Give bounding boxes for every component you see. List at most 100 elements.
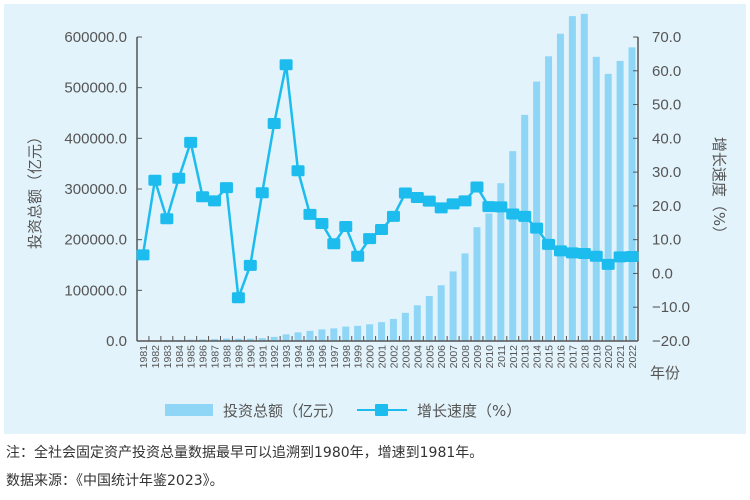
- investment-bar: [211, 339, 219, 341]
- investment-bar: [306, 330, 314, 341]
- investment-bar: [246, 338, 254, 341]
- investment-bar: [592, 56, 600, 341]
- investment-bar: [199, 339, 207, 341]
- left-axis-title: 投资总额（亿元）: [26, 129, 44, 249]
- investment-bar: [425, 296, 433, 341]
- growth-marker: [231, 292, 245, 304]
- growth-marker: [375, 224, 389, 236]
- investment-bar: [270, 336, 278, 341]
- investment-bar: [628, 47, 636, 342]
- legend-label-growth: 增长速度（%）: [417, 401, 522, 420]
- investment-bar: [604, 73, 612, 342]
- growth-marker: [279, 59, 293, 71]
- legend-label-investment: 投资总额（亿元）: [223, 401, 344, 420]
- growth-marker: [530, 222, 544, 234]
- x-tick-label: 2013: [520, 345, 532, 369]
- x-tick-label: 2014: [532, 345, 544, 369]
- investment-bar: [580, 13, 588, 341]
- investment-bar: [222, 338, 230, 341]
- investment-bar: [521, 114, 529, 341]
- x-tick-label: 2005: [424, 345, 436, 369]
- investment-bar: [354, 325, 362, 341]
- growth-marker: [446, 198, 460, 210]
- growth-marker: [434, 202, 448, 214]
- x-tick-label: 1992: [269, 345, 281, 369]
- growth-marker: [267, 117, 281, 129]
- x-tick-label: 1999: [353, 345, 365, 369]
- x-tick-label: 2007: [448, 345, 460, 369]
- x-tick-label: 1988: [221, 345, 233, 369]
- investment-bar: [497, 183, 505, 341]
- growth-marker: [172, 172, 186, 184]
- growth-marker: [339, 220, 353, 232]
- growth-marker: [506, 208, 520, 220]
- growth-marker: [315, 217, 329, 229]
- x-tick-label: 1989: [233, 345, 245, 369]
- investment-bar: [533, 81, 541, 342]
- investment-bar: [437, 285, 445, 341]
- investment-bar: [556, 33, 564, 342]
- x-tick-label: 1986: [198, 345, 210, 369]
- growth-marker: [482, 201, 496, 213]
- investment-bar: [318, 329, 326, 341]
- left-tick-label: 600000.0: [64, 29, 127, 46]
- x-tick-label: 1993: [281, 345, 293, 369]
- investment-bar: [473, 227, 481, 341]
- x-tick-label: 2018: [579, 345, 591, 369]
- x-tick-label: 1996: [317, 345, 329, 369]
- investment-bar: [616, 60, 624, 342]
- legend: 投资总额（亿元） 增长速度（%）: [165, 398, 521, 422]
- x-tick-label: 1997: [329, 345, 341, 369]
- growth-marker: [577, 248, 591, 260]
- growth-marker: [613, 251, 627, 263]
- investment-bar: [461, 253, 469, 341]
- investment-bar: [330, 328, 338, 341]
- growth-marker: [196, 191, 210, 203]
- investment-bar: [568, 16, 576, 341]
- investment-bar: [413, 305, 421, 341]
- growth-marker: [243, 259, 257, 271]
- growth-marker: [398, 187, 412, 199]
- x-tick-label: 2001: [377, 345, 389, 369]
- growth-marker: [351, 250, 365, 262]
- growth-marker: [255, 187, 269, 199]
- growth-marker: [470, 181, 484, 193]
- growth-marker: [625, 251, 639, 263]
- growth-marker: [303, 208, 317, 220]
- x-tick-label: 2022: [627, 345, 639, 369]
- growth-marker: [184, 136, 198, 148]
- x-tick-label: 1985: [186, 345, 198, 369]
- right-tick-label: 0.0: [652, 265, 673, 282]
- x-tick-label: 2020: [603, 345, 615, 369]
- line-marker-icon: [357, 404, 408, 416]
- x-tick-label: 2008: [460, 345, 472, 369]
- legend-item-investment: 投资总额（亿元）: [165, 400, 343, 421]
- right-tick-label: −10.0: [652, 299, 690, 316]
- investment-bar: [282, 334, 290, 341]
- x-tick-label: 1990: [245, 345, 257, 369]
- left-tick-label: 300000.0: [64, 181, 127, 198]
- x-tick-label: 2019: [591, 345, 603, 369]
- right-axis-title: 增长速度（%）: [710, 137, 728, 241]
- investment-bar: [485, 213, 493, 341]
- footnote: 注：全社会固定资产投资总量数据最早可以追溯到1980年，增速到1981年。: [6, 445, 484, 461]
- growth-marker: [363, 233, 377, 245]
- x-tick-label: 2021: [615, 345, 627, 369]
- growth-marker: [410, 191, 424, 203]
- right-tick-label: 10.0: [652, 232, 681, 249]
- growth-marker: [208, 195, 222, 207]
- x-tick-label: 2016: [555, 345, 567, 369]
- x-tick-label: 2011: [496, 345, 508, 368]
- growth-marker: [219, 182, 233, 194]
- x-tick-label: 1984: [174, 345, 186, 369]
- right-tick-label: 40.0: [652, 130, 681, 147]
- legend-item-growth: 增长速度（%）: [357, 400, 521, 421]
- investment-bar: [294, 332, 302, 341]
- x-tick-label: 2017: [567, 345, 579, 369]
- right-tick-label: 70.0: [652, 29, 681, 46]
- data-source: 数据来源：《中国统计年鉴2023》。: [6, 473, 224, 489]
- growth-marker: [565, 247, 579, 259]
- left-tick-label: 500000.0: [64, 80, 127, 97]
- investment-bar: [509, 151, 517, 341]
- x-tick-label: 2006: [436, 345, 448, 369]
